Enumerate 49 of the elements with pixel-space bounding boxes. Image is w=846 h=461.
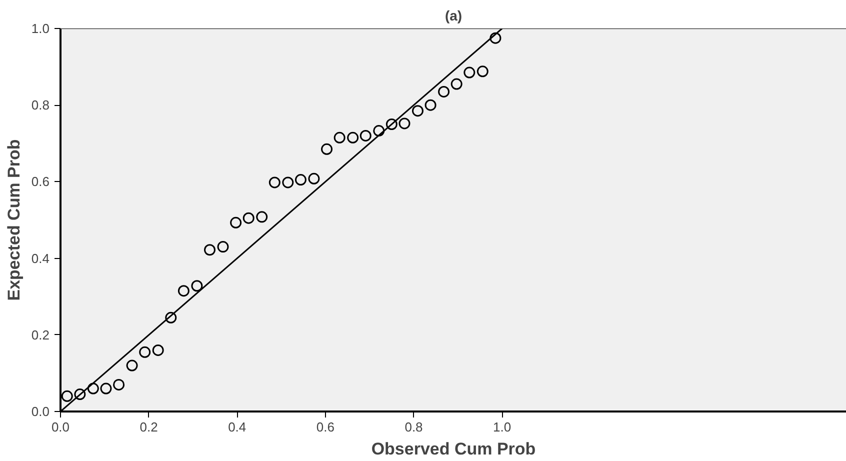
point xyxy=(61,390,73,402)
point xyxy=(268,176,280,188)
point xyxy=(386,118,398,130)
point xyxy=(74,388,86,400)
x-tick-label: 0.2 xyxy=(140,420,158,434)
x-tick-label: 0.4 xyxy=(228,420,246,434)
y-tick-label: 0.6 xyxy=(31,174,50,190)
point xyxy=(450,78,462,90)
x-axis-title: Observed Cum Prob xyxy=(371,440,536,458)
point xyxy=(152,344,164,356)
y-tick-label: 0.4 xyxy=(31,250,50,266)
point xyxy=(464,66,476,78)
point xyxy=(100,382,112,394)
point xyxy=(139,346,151,358)
point xyxy=(217,241,229,253)
point xyxy=(191,280,203,292)
point xyxy=(204,244,216,256)
point xyxy=(412,105,424,117)
y-tick-label: 0.8 xyxy=(31,98,50,113)
point xyxy=(230,216,242,228)
point xyxy=(165,312,177,324)
point xyxy=(373,125,385,136)
point xyxy=(178,285,190,297)
y-tick-label: 0.2 xyxy=(31,327,50,342)
x-tick-label: 0.8 xyxy=(404,420,423,434)
point xyxy=(256,211,268,223)
point xyxy=(242,212,254,224)
point xyxy=(126,360,138,372)
point xyxy=(321,143,333,155)
chart-title: (a) xyxy=(444,8,462,24)
point xyxy=(360,130,372,142)
point xyxy=(282,176,294,188)
y-tick-label: 1.0 xyxy=(31,21,50,36)
point xyxy=(308,172,320,184)
point xyxy=(424,99,436,111)
y-tick-label: 0.0 xyxy=(31,404,50,419)
point xyxy=(476,66,488,78)
point xyxy=(113,378,125,390)
y-axis-title: Expected Cum Prob xyxy=(4,139,24,301)
point xyxy=(490,32,502,44)
x-tick-label: 0.6 xyxy=(316,420,334,434)
x-tick-label: 1.0 xyxy=(493,420,512,434)
point xyxy=(334,132,346,144)
point xyxy=(87,382,99,394)
point xyxy=(398,118,410,130)
point xyxy=(294,174,306,186)
x-tick-label: 0.0 xyxy=(51,420,70,434)
point xyxy=(438,86,450,98)
point xyxy=(347,132,359,144)
